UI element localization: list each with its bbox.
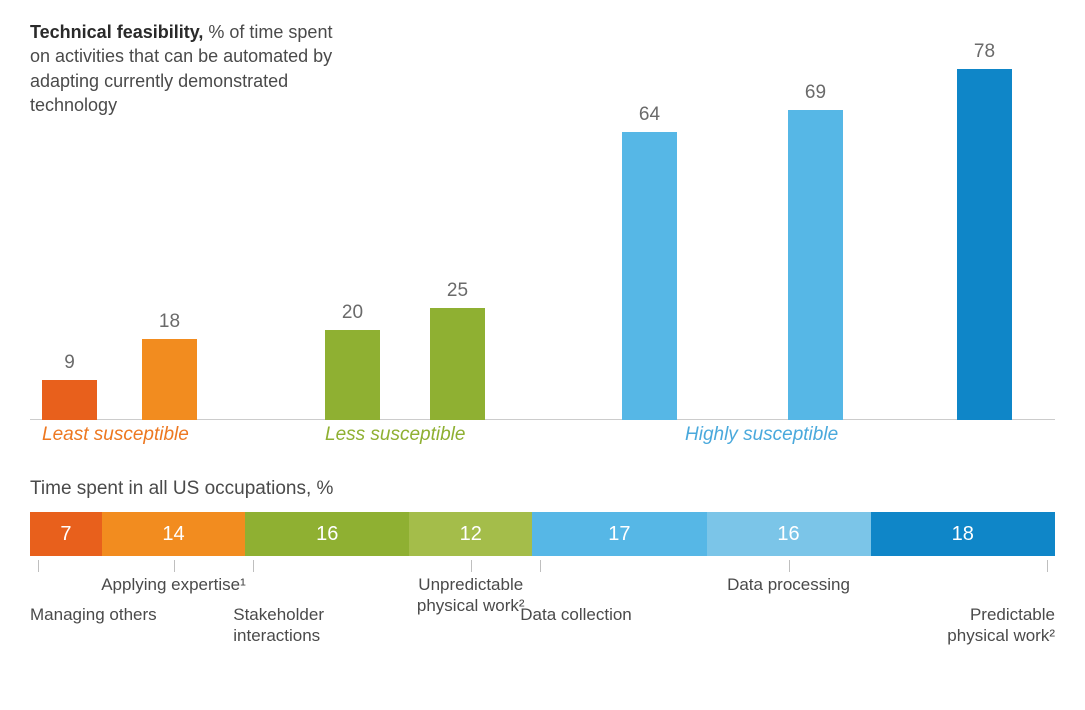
tick-5 xyxy=(789,560,790,572)
bar-2: 20 xyxy=(325,330,380,420)
segment-2: 16 xyxy=(245,512,409,556)
segment-label-4: Data collection xyxy=(520,604,670,625)
segment-label-1: Applying expertise¹ xyxy=(99,574,249,595)
bar-value-label-6: 78 xyxy=(957,41,1012,63)
bar-value-label-2: 20 xyxy=(325,302,380,324)
bar-value-label-1: 18 xyxy=(142,311,197,333)
tick-1 xyxy=(174,560,175,572)
stacked-bar: 7141612171618 xyxy=(30,512,1055,556)
segment-5: 16 xyxy=(707,512,871,556)
bar-3: 25 xyxy=(430,308,485,421)
segment-label-5: Data processing xyxy=(714,574,864,595)
bar-value-label-0: 9 xyxy=(42,352,97,374)
tick-0 xyxy=(38,560,39,572)
bar-0: 9 xyxy=(42,380,97,421)
bar-1: 18 xyxy=(142,339,197,420)
bar-value-label-4: 64 xyxy=(622,104,677,126)
bar-5: 69 xyxy=(788,110,843,421)
bar-value-label-5: 69 xyxy=(788,82,843,104)
segment-4: 17 xyxy=(532,512,706,556)
title-bold: Technical feasibility, xyxy=(30,22,203,42)
group-label-0: Least susceptible xyxy=(42,424,189,446)
tick-4 xyxy=(540,560,541,572)
segment-labels: Managing others Applying expertise¹ Stakeh… xyxy=(30,560,1055,660)
bar-chart-section: Technical feasibility, % of time spent o… xyxy=(30,20,1055,460)
bar-value-label-3: 25 xyxy=(430,280,485,302)
tick-6 xyxy=(1047,560,1048,572)
segment-label-6: Predictable physical work² xyxy=(905,604,1055,647)
bar-4: 64 xyxy=(622,132,677,420)
segment-label-2: Stakeholder interactions xyxy=(233,604,383,647)
segment-1: 14 xyxy=(102,512,246,556)
segment-label-0: Managing others xyxy=(30,604,180,625)
group-labels: Least susceptible Less susceptible Highly … xyxy=(30,424,1055,452)
tick-3 xyxy=(471,560,472,572)
segment-3: 12 xyxy=(409,512,532,556)
segment-0: 7 xyxy=(30,512,102,556)
bar-6: 78 xyxy=(957,69,1012,420)
bar-chart: 9 18 20 25 64 69 78 xyxy=(30,60,1055,420)
group-label-1: Less susceptible xyxy=(325,424,465,446)
group-label-2: Highly susceptible xyxy=(685,424,838,446)
stacked-title: Time spent in all US occupations, % xyxy=(30,478,1055,500)
tick-2 xyxy=(253,560,254,572)
stacked-section: Time spent in all US occupations, % 7141… xyxy=(30,478,1055,660)
segment-6: 18 xyxy=(871,512,1056,556)
